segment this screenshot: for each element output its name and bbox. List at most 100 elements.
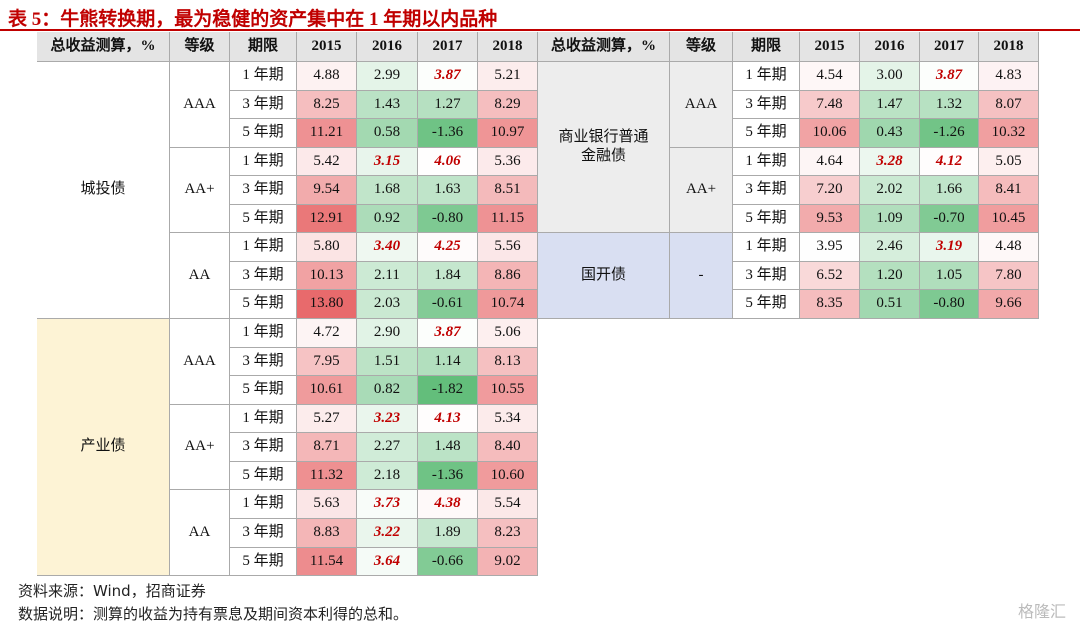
value-cell: 5.42 [297, 147, 357, 177]
title-rule [0, 29, 1080, 31]
header-cell: 2017 [418, 32, 478, 62]
value-cell: -0.70 [920, 204, 979, 234]
cell-text: 5.42 [313, 152, 340, 169]
value-cell: -1.26 [920, 119, 979, 148]
value-cell: 5.27 [297, 404, 357, 434]
value-cell: 1.20 [860, 261, 920, 291]
term-cell: 1 年期 [733, 147, 800, 177]
cell-text: 7.48 [816, 95, 843, 112]
watermark: 格隆汇 [1017, 602, 1066, 621]
cell-text: 4.38 [434, 495, 461, 512]
header-cell: 总收益测算，% [37, 32, 170, 62]
cell-text: 3.40 [373, 238, 401, 255]
cell-text: 期限 [247, 37, 278, 54]
cell-text: 3 年期 [745, 181, 787, 198]
group-label: 城投债 [37, 62, 170, 320]
cell-text: 8.86 [494, 266, 521, 283]
cell-text: 4.64 [816, 152, 843, 169]
cell-text: 2.90 [373, 324, 401, 341]
cell-text: 1.20 [876, 266, 903, 283]
value-cell: 7.80 [979, 261, 1039, 291]
cell-text: 12.91 [309, 209, 344, 226]
cell-text: 8.29 [494, 95, 521, 112]
group-label: 国开债 [538, 233, 670, 320]
cell-text: 4.48 [995, 238, 1022, 255]
value-cell: 4.72 [297, 319, 357, 348]
cell-text: 总收益测算，% [550, 37, 656, 54]
value-cell: 5.05 [979, 147, 1039, 177]
value-cell: 1.05 [920, 261, 979, 291]
value-cell: 2.11 [357, 261, 418, 291]
value-cell: 8.40 [478, 433, 538, 462]
value-cell: 3.73 [357, 490, 418, 519]
cell-text: 5 年期 [242, 124, 284, 141]
cell-text: 5.54 [494, 495, 521, 512]
cell-text: 3.73 [373, 495, 401, 512]
grade-cell: - [670, 233, 733, 320]
value-cell: 4.54 [800, 62, 860, 91]
term-cell: 3 年期 [230, 90, 297, 120]
value-cell: 5.54 [478, 490, 538, 519]
value-cell: 5.34 [478, 404, 538, 434]
cell-text: 5 年期 [242, 295, 284, 312]
cell-text: 5.34 [494, 409, 521, 426]
cell-text: 1.63 [434, 181, 461, 198]
cell-text: 5 年期 [745, 124, 787, 141]
value-cell: 3.22 [357, 518, 418, 548]
value-cell: 8.51 [478, 176, 538, 205]
value-cell: 12.91 [297, 204, 357, 234]
cell-text: 3.15 [373, 152, 401, 169]
cell-text: 1 年期 [242, 409, 284, 426]
value-cell: 10.32 [979, 119, 1039, 148]
cell-text: 2015 [814, 37, 845, 54]
cell-text: 11.15 [490, 209, 525, 226]
cell-text: 1.66 [935, 181, 963, 198]
term-cell: 1 年期 [230, 319, 297, 348]
term-cell: 5 年期 [230, 204, 297, 234]
value-cell: 3.23 [357, 404, 418, 434]
value-cell: 1.51 [357, 347, 418, 377]
cell-text: 8.40 [494, 438, 521, 455]
value-cell: 10.61 [297, 376, 357, 405]
header-cell: 等级 [170, 32, 230, 62]
cell-text: AAA [183, 95, 216, 112]
term-cell: 1 年期 [230, 233, 297, 262]
cell-text: 9.53 [816, 209, 843, 226]
value-cell: -0.80 [920, 290, 979, 320]
term-cell: 5 年期 [230, 119, 297, 148]
cell-text: 3 年期 [242, 438, 284, 455]
cell-text: 9.02 [494, 552, 521, 569]
cell-text: -0.66 [431, 552, 464, 569]
cell-text: 5 年期 [745, 295, 787, 312]
grade-cell: AA+ [170, 404, 230, 491]
value-cell: 11.21 [297, 119, 357, 148]
cell-text: 3 年期 [745, 266, 787, 283]
cell-text: 2.11 [374, 266, 400, 283]
cell-text: 2017 [934, 37, 964, 54]
cell-text: 13.80 [309, 295, 344, 312]
cell-text: 2.18 [373, 466, 401, 483]
term-cell: 3 年期 [230, 176, 297, 205]
value-cell: 0.43 [860, 119, 920, 148]
term-cell: 3 年期 [230, 261, 297, 291]
term-cell: 5 年期 [733, 290, 800, 320]
value-cell: 8.86 [478, 261, 538, 291]
value-cell: 5.36 [478, 147, 538, 177]
cell-text: AA+ [184, 181, 215, 198]
value-cell: 7.95 [297, 347, 357, 377]
value-cell: 4.38 [418, 490, 478, 519]
term-cell: 5 年期 [733, 119, 800, 148]
value-cell: 4.83 [979, 62, 1039, 91]
term-cell: 5 年期 [230, 547, 297, 577]
value-cell: 4.88 [297, 62, 357, 91]
cell-text: 4.88 [313, 67, 340, 84]
cell-text: -1.82 [431, 381, 464, 398]
value-cell: 2.03 [357, 290, 418, 320]
value-cell: 5.56 [478, 233, 538, 262]
term-cell: 3 年期 [230, 347, 297, 377]
cell-text: 3.23 [373, 409, 401, 426]
cell-text: 金融债 [580, 148, 626, 165]
cell-text: 1.51 [373, 352, 401, 369]
cell-text: 8.83 [313, 523, 340, 540]
grade-cell: AA [170, 233, 230, 320]
